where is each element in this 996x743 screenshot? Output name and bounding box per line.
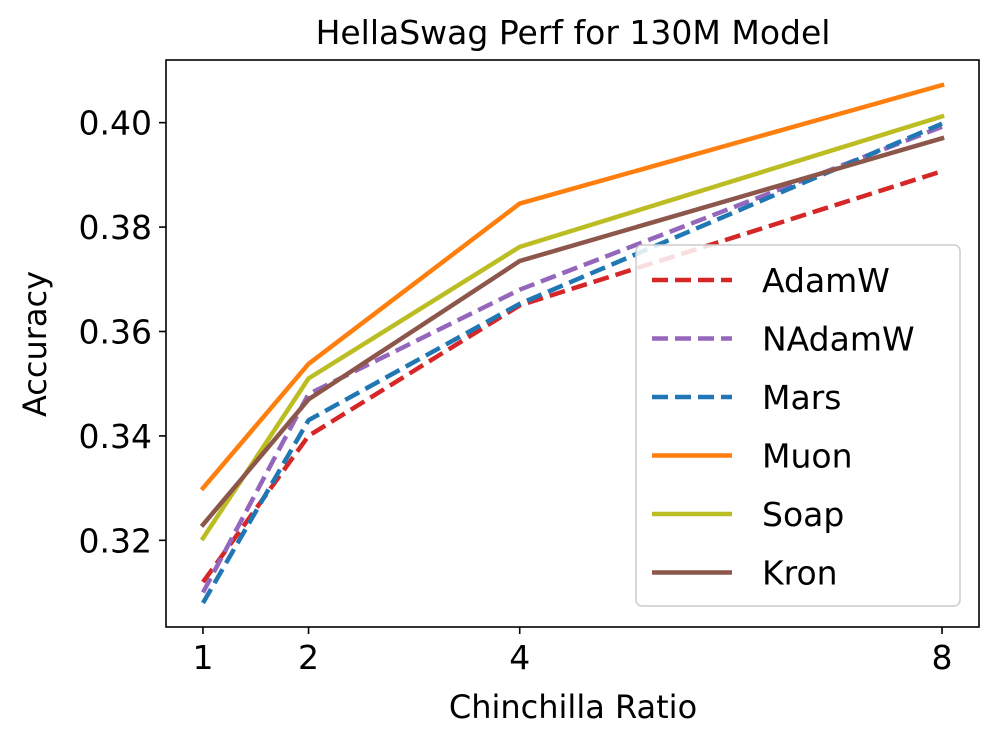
- series-line-kron: [199, 135, 945, 528]
- x-tick-label: 4: [509, 638, 530, 677]
- legend: AdamW NAdamW Mars Muon Soap Kron: [635, 244, 961, 607]
- axes-layer: 1 2 4 8 0.32 0.34 0.36 0.38 0.40: [79, 59, 980, 677]
- series-layer: [199, 82, 945, 605]
- y-tick-label: 0.34: [79, 417, 152, 456]
- x-tick-label: 1: [192, 638, 213, 677]
- x-tick-label: 8: [932, 638, 953, 677]
- y-tick-label: 0.32: [79, 521, 152, 560]
- series-line-soap: [199, 113, 945, 542]
- legend-label-muon: Muon: [762, 437, 853, 476]
- legend-label-mars: Mars: [762, 378, 841, 417]
- y-tick-label: 0.38: [79, 208, 152, 247]
- y-axis-label: Accuracy: [16, 271, 54, 417]
- legend-label-soap: Soap: [762, 495, 844, 534]
- chart-title: HellaSwag Perf for 130M Model: [316, 13, 831, 52]
- y-tick-label: 0.36: [79, 312, 152, 351]
- x-tick-label: 2: [298, 638, 319, 677]
- x-axis-label: Chinchilla Ratio: [449, 688, 697, 726]
- plot-frame: [165, 59, 980, 628]
- series-line-mars: [201, 121, 943, 605]
- y-tick-label: 0.40: [79, 104, 152, 143]
- legend-label-kron: Kron: [762, 554, 838, 593]
- legend-label-nadamw: NAdamW: [762, 320, 915, 359]
- series-line-adamw: [201, 169, 943, 584]
- series-line-muon: [199, 82, 945, 492]
- legend-label-adamw: AdamW: [762, 261, 890, 300]
